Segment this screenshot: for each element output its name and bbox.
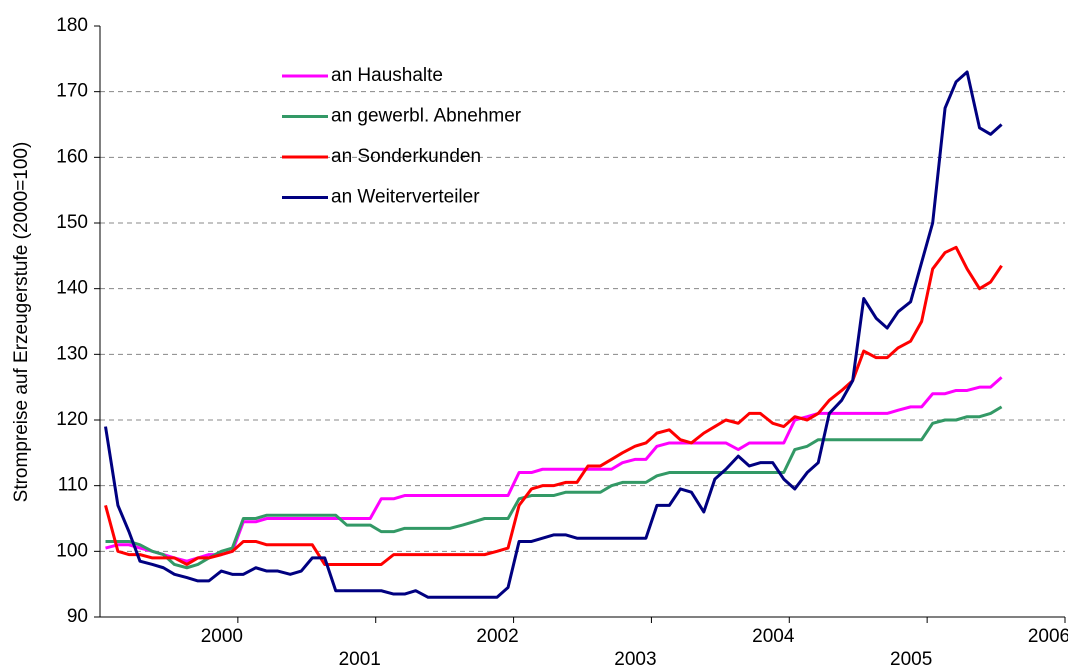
series-line [105, 376, 1003, 563]
y-axis-label: Strompreise auf Erzeugerstufe (2000=100) [11, 142, 32, 503]
y-tick-label: 140 [56, 278, 88, 299]
legend-label: an Weiterverteiler [331, 187, 480, 208]
y-tick-label: 170 [56, 81, 88, 102]
x-tick-label: 2002 [476, 626, 518, 647]
y-tick-label: 180 [56, 15, 88, 36]
series-line [104, 245, 1003, 566]
y-tick-label: 160 [56, 146, 88, 167]
x-tick-label: 2006 [1028, 626, 1068, 647]
legend-label: an Sonderkunden [331, 146, 481, 167]
x-tick-label: 2001 [339, 649, 381, 670]
x-tick-label: 2005 [890, 649, 932, 670]
y-tick-label: 120 [56, 409, 88, 430]
y-tick-label: 100 [56, 540, 88, 561]
series-line [104, 70, 1003, 599]
y-tick-label: 90 [67, 606, 88, 627]
y-tick-label: 150 [56, 212, 88, 233]
legend-label: an Haushalte [331, 65, 443, 86]
x-tick-label: 2004 [752, 626, 795, 647]
y-tick-label: 130 [56, 343, 88, 364]
y-tick-label: 110 [58, 475, 88, 496]
legend-label: an gewerbl. Abnehmer [331, 106, 522, 127]
x-tick-label: 2000 [201, 626, 243, 647]
series-line [105, 405, 1003, 570]
x-tick-label: 2003 [614, 649, 656, 670]
